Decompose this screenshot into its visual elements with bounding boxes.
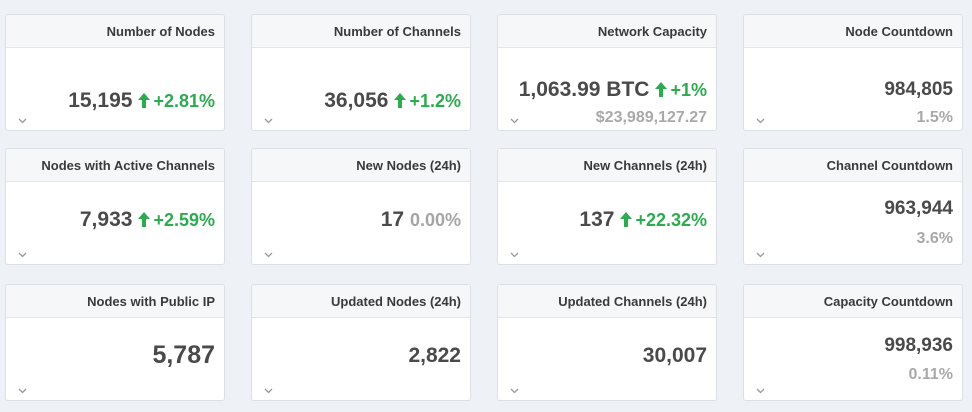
card-body: 15,195 +2.81% — [6, 48, 224, 130]
card-title: Channel Countdown — [744, 149, 962, 182]
card-value: 1,063.99 BTC — [518, 78, 650, 101]
card-channel-countdown: Channel Countdown 963,944 3.6% — [743, 148, 963, 265]
card-subvalue: 1.5% — [916, 109, 953, 126]
card-nodes-with-public-ip: Nodes with Public IP 5,787 — [5, 284, 225, 401]
card-title: Number of Nodes — [6, 15, 224, 48]
card-title: New Channels (24h) — [498, 149, 716, 182]
card-change: 0.00% — [409, 210, 461, 230]
card-title: Nodes with Active Channels — [6, 149, 224, 182]
card-value: 963,944 — [884, 198, 953, 219]
card-value: 2,822 — [408, 344, 461, 367]
card-updated-channels-24h: Updated Channels (24h) 30,007 — [497, 284, 717, 401]
card-number-of-channels: Number of Channels 36,056 +1.2% — [251, 14, 471, 131]
card-value: 30,007 — [642, 344, 707, 367]
chevron-down-icon[interactable] — [264, 118, 273, 124]
card-body: 984,805 1.5% — [744, 48, 962, 130]
card-subvalue: 0.11% — [908, 366, 953, 383]
value-line: 1,063.99 BTC +1% — [519, 78, 707, 102]
card-change: +1% — [670, 80, 707, 100]
chevron-down-icon[interactable] — [756, 252, 765, 258]
card-body: 17 0.00% — [252, 182, 470, 264]
card-value: 998,936 — [884, 335, 953, 356]
value-line: 137 +22.32% — [579, 208, 707, 232]
card-title: Number of Channels — [252, 15, 470, 48]
card-value: 7,933 — [79, 208, 133, 231]
card-subvalue: 3.6% — [916, 230, 953, 247]
arrow-up-icon — [394, 93, 407, 108]
card-body: 1,063.99 BTC +1% $23,989,127.27 — [498, 48, 716, 130]
chevron-down-icon[interactable] — [18, 118, 27, 124]
card-body: 30,007 — [498, 318, 716, 400]
arrow-up-icon — [655, 82, 668, 97]
card-change: +2.81% — [153, 91, 215, 111]
card-change: +22.32% — [635, 210, 707, 230]
card-title: Updated Channels (24h) — [498, 285, 716, 318]
card-capacity-countdown: Capacity Countdown 998,936 0.11% — [743, 284, 963, 401]
value-line: 7,933 +2.59% — [80, 208, 215, 232]
card-title: New Nodes (24h) — [252, 149, 470, 182]
card-network-capacity: Network Capacity 1,063.99 BTC +1% $23,989… — [497, 14, 717, 131]
card-value: 984,805 — [884, 79, 953, 100]
value-line: 36,056 +1.2% — [324, 89, 461, 113]
arrow-up-icon — [138, 93, 151, 108]
card-value: 15,195 — [68, 89, 133, 112]
chevron-down-icon[interactable] — [510, 388, 519, 394]
card-value: 137 — [579, 208, 615, 231]
card-node-countdown: Node Countdown 984,805 1.5% — [743, 14, 963, 131]
card-nodes-with-active-channels: Nodes with Active Channels 7,933 +2.59% — [5, 148, 225, 265]
card-value: 17 — [380, 208, 405, 231]
chevron-down-icon[interactable] — [18, 388, 27, 394]
chevron-down-icon[interactable] — [264, 252, 273, 258]
card-title: Network Capacity — [498, 15, 716, 48]
card-new-channels-24h: New Channels (24h) 137 +22.32% — [497, 148, 717, 265]
chevron-down-icon[interactable] — [264, 388, 273, 394]
card-body: 137 +22.32% — [498, 182, 716, 264]
chevron-down-icon[interactable] — [756, 388, 765, 394]
card-body: 5,787 — [6, 318, 224, 400]
card-body: 36,056 +1.2% — [252, 48, 470, 130]
card-body: 2,822 — [252, 318, 470, 400]
card-body: 998,936 0.11% — [744, 318, 962, 400]
card-subvalue: $23,989,127.27 — [595, 109, 707, 126]
value-line: 17 0.00% — [381, 208, 461, 232]
card-value: 36,056 — [324, 89, 389, 112]
chevron-down-icon[interactable] — [18, 252, 27, 258]
card-body: 7,933 +2.59% — [6, 182, 224, 264]
card-new-nodes-24h: New Nodes (24h) 17 0.00% — [251, 148, 471, 265]
card-title: Nodes with Public IP — [6, 285, 224, 318]
chevron-down-icon[interactable] — [510, 118, 519, 124]
arrow-up-icon — [138, 212, 151, 227]
arrow-up-icon — [620, 212, 633, 227]
card-body: 963,944 3.6% — [744, 182, 962, 264]
chevron-down-icon[interactable] — [756, 118, 765, 124]
card-updated-nodes-24h: Updated Nodes (24h) 2,822 — [251, 284, 471, 401]
card-number-of-nodes: Number of Nodes 15,195 +2.81% — [5, 14, 225, 131]
value-line: 15,195 +2.81% — [68, 89, 215, 113]
chevron-down-icon[interactable] — [510, 252, 519, 258]
card-title: Capacity Countdown — [744, 285, 962, 318]
card-title: Node Countdown — [744, 15, 962, 48]
card-change: +2.59% — [153, 210, 215, 230]
card-title: Updated Nodes (24h) — [252, 285, 470, 318]
card-change: +1.2% — [409, 91, 461, 111]
card-value: 5,787 — [152, 341, 215, 369]
